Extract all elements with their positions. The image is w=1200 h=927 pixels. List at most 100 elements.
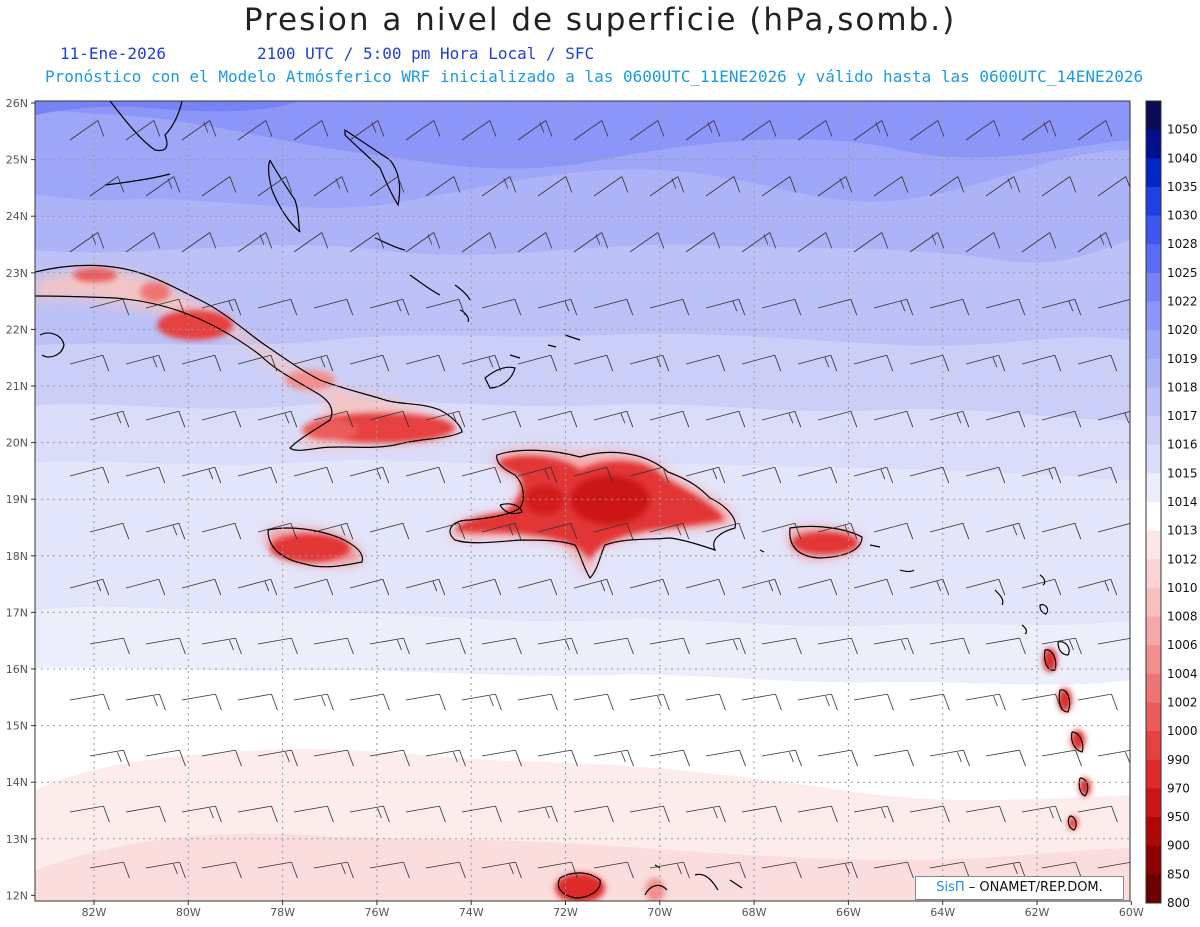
wind-barb (1097, 861, 1130, 869)
wind-barb (461, 354, 502, 372)
wind-barb (929, 749, 970, 767)
wind-barb (369, 522, 410, 540)
colorbar-label: 1016 (1167, 438, 1198, 452)
colorbar-swatch (1146, 788, 1161, 818)
wind-barb (573, 232, 609, 253)
wind-barb (181, 578, 222, 596)
wind-barb (481, 749, 522, 767)
colorbar-swatch (1146, 645, 1161, 675)
colorbar-swatch (1146, 301, 1161, 331)
lon-label: 80W (176, 906, 201, 919)
wind-barb (425, 410, 466, 428)
colorbar-swatch (1146, 101, 1161, 131)
wind-barb (537, 861, 578, 879)
colorbar-swatch (1146, 215, 1161, 245)
wind-barb (985, 298, 1026, 316)
wind-barbs (69, 120, 1130, 879)
wind-barb (517, 693, 558, 711)
colorbar-label: 1018 (1167, 380, 1198, 394)
wind-barb (89, 749, 130, 767)
wind-barb (517, 120, 553, 141)
colorbar-swatch (1146, 559, 1161, 589)
wind-barb (797, 805, 838, 823)
wind-barb (929, 298, 970, 316)
wind-barb (573, 578, 614, 596)
wind-barb (89, 298, 130, 316)
wind-barb (405, 466, 446, 484)
wind-barb (313, 749, 354, 767)
lat-label: 14N (6, 776, 28, 789)
wind-barb (817, 298, 858, 316)
wind-barb (237, 578, 278, 596)
wind-barb (649, 176, 685, 197)
wind-barb (985, 749, 1026, 767)
wind-barb (629, 805, 670, 823)
wind-barb (1021, 354, 1062, 372)
wind-barb (257, 861, 298, 879)
wind-barb (257, 176, 293, 197)
colorbar-label: 900 (1167, 839, 1190, 853)
wind-barb (237, 120, 273, 141)
wind-barb (817, 861, 858, 879)
wind-barb (537, 410, 578, 428)
wind-barb (741, 578, 782, 596)
coastlines (35, 101, 1089, 899)
pressure-colorbar: 1050 1040 1035 1030 1028 1025 1022 1020 1019 1018… (1145, 100, 1198, 910)
wind-barb (145, 749, 186, 767)
wind-barb (1041, 637, 1082, 655)
wind-barb (1041, 176, 1077, 197)
wind-barb (257, 637, 298, 655)
wind-barb (873, 749, 914, 767)
wind-barb (649, 637, 690, 655)
wind-barb (909, 466, 950, 484)
wind-barb (761, 637, 802, 655)
wind-barb (873, 637, 914, 655)
wind-barb (629, 232, 665, 253)
wind-barb (201, 176, 237, 197)
wind-barb (593, 749, 634, 767)
wind-barb (349, 354, 390, 372)
wind-barb (649, 298, 690, 316)
wind-barb (853, 578, 894, 596)
wind-barb (369, 749, 410, 767)
wind-barb (125, 354, 166, 372)
wind-barb (965, 232, 1001, 253)
wind-barb (797, 120, 833, 141)
wind-barb (89, 861, 130, 879)
wind-barb (369, 176, 405, 197)
wind-barb (685, 120, 721, 141)
wind-barb (1097, 299, 1130, 309)
lat-label: 18N (6, 550, 28, 563)
wind-barb (909, 354, 950, 372)
colorbar-label: 950 (1167, 810, 1190, 824)
colorbar-swatch (1146, 444, 1161, 474)
wind-barb (237, 354, 278, 372)
wind-barb (481, 637, 522, 655)
wind-barb (89, 637, 130, 655)
wind-barb (909, 693, 950, 711)
wind-barb (481, 861, 522, 879)
colorbar-swatch (1146, 158, 1161, 188)
wind-barb (145, 298, 186, 316)
wind-barb (573, 354, 614, 372)
wind-barb (909, 232, 945, 253)
lat-label: 26N (6, 97, 28, 110)
wind-barb (461, 466, 502, 484)
wind-barb (593, 176, 629, 197)
colorbar-swatch (1146, 186, 1161, 217)
wind-barb (181, 120, 217, 141)
lat-label: 22N (6, 323, 28, 336)
wind-barb (1021, 232, 1057, 253)
wind-barb (649, 749, 690, 767)
colorbar-swatch (1146, 129, 1161, 159)
wind-barb (853, 120, 889, 141)
wind-barb (741, 120, 777, 141)
colorbar-label: 1014 (1167, 495, 1198, 509)
lat-label: 24N (6, 210, 28, 223)
lat-label: 25N (6, 154, 28, 167)
wind-barb (929, 522, 970, 540)
wind-barb (985, 637, 1026, 655)
wind-barb (481, 410, 522, 428)
wind-barb (1021, 693, 1062, 711)
wind-barb (761, 410, 802, 428)
